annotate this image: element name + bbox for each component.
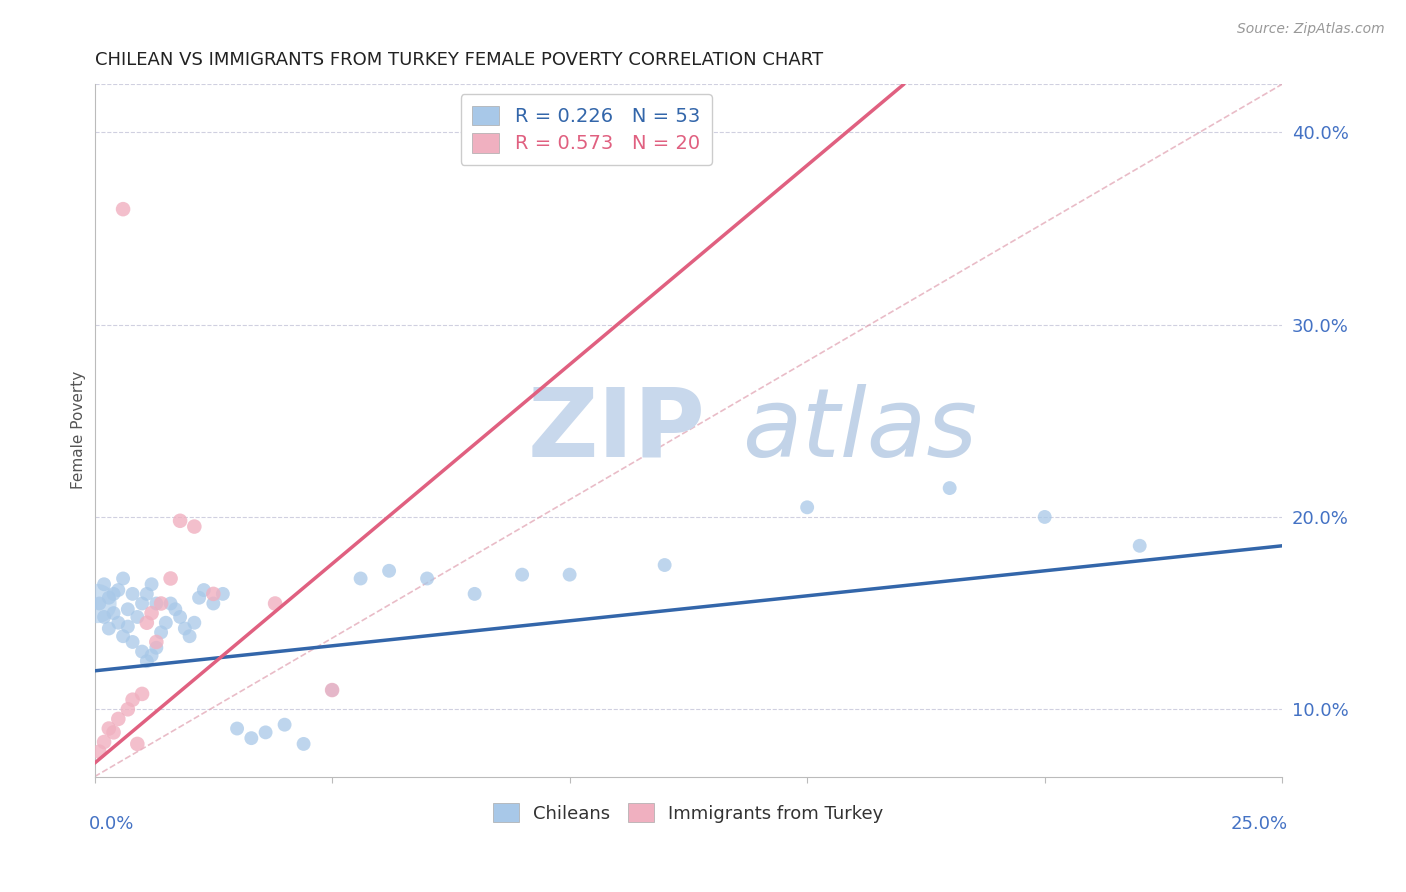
Point <box>103 606 125 620</box>
Point <box>183 615 205 630</box>
Point <box>169 514 191 528</box>
Point <box>173 622 195 636</box>
Point <box>127 737 149 751</box>
Point <box>86 597 108 611</box>
Point <box>150 597 173 611</box>
Point <box>117 619 139 633</box>
Point <box>121 587 143 601</box>
Point <box>135 615 157 630</box>
Point <box>321 683 343 698</box>
Point <box>145 635 167 649</box>
Point <box>202 587 225 601</box>
Point <box>141 606 163 620</box>
Point <box>321 683 343 698</box>
Point <box>150 625 173 640</box>
Point <box>202 597 225 611</box>
Point <box>107 615 129 630</box>
Point <box>165 602 187 616</box>
Point <box>121 692 143 706</box>
Point <box>135 654 157 668</box>
Point <box>159 572 181 586</box>
Point <box>254 725 277 739</box>
Point <box>135 587 157 601</box>
Point <box>510 567 533 582</box>
Point <box>89 597 111 611</box>
Text: 0.0%: 0.0% <box>89 814 134 833</box>
Point <box>112 572 135 586</box>
Y-axis label: Female Poverty: Female Poverty <box>72 371 86 490</box>
Legend: Chileans, Immigrants from Turkey: Chileans, Immigrants from Turkey <box>486 797 890 830</box>
Point <box>464 587 486 601</box>
Point <box>89 745 111 759</box>
Point <box>145 597 167 611</box>
Point <box>211 587 233 601</box>
Point <box>93 577 115 591</box>
Point <box>558 567 581 582</box>
Point <box>188 591 211 605</box>
Point <box>240 731 263 746</box>
Point <box>117 602 139 616</box>
Point <box>93 610 115 624</box>
Point <box>141 577 163 591</box>
Point <box>183 519 205 533</box>
Point <box>107 712 129 726</box>
Text: atlas: atlas <box>742 384 977 477</box>
Point <box>97 622 120 636</box>
Point <box>1033 510 1056 524</box>
Text: 25.0%: 25.0% <box>1232 814 1288 833</box>
Point <box>264 597 287 611</box>
Point <box>159 597 181 611</box>
Point <box>121 635 143 649</box>
Point <box>97 722 120 736</box>
Point <box>155 615 177 630</box>
Point <box>131 687 153 701</box>
Point <box>131 597 153 611</box>
Point <box>193 582 215 597</box>
Point <box>796 500 818 515</box>
Point <box>145 640 167 655</box>
Point <box>103 725 125 739</box>
Text: CHILEAN VS IMMIGRANTS FROM TURKEY FEMALE POVERTY CORRELATION CHART: CHILEAN VS IMMIGRANTS FROM TURKEY FEMALE… <box>94 51 823 69</box>
Point <box>292 737 315 751</box>
Point <box>93 735 115 749</box>
Text: Source: ZipAtlas.com: Source: ZipAtlas.com <box>1237 22 1385 37</box>
Point <box>226 722 249 736</box>
Point <box>112 202 135 216</box>
Point <box>378 564 401 578</box>
Point <box>654 558 676 572</box>
Point <box>97 591 120 605</box>
Point <box>179 629 201 643</box>
Point <box>103 587 125 601</box>
Point <box>112 629 135 643</box>
Point <box>169 610 191 624</box>
Point <box>416 572 439 586</box>
Point <box>127 610 149 624</box>
Point <box>938 481 960 495</box>
Point <box>117 702 139 716</box>
Point <box>273 717 295 731</box>
Point <box>1129 539 1152 553</box>
Point <box>131 644 153 658</box>
Text: ZIP: ZIP <box>529 384 706 477</box>
Point <box>107 582 129 597</box>
Point <box>141 648 163 663</box>
Point <box>349 572 371 586</box>
